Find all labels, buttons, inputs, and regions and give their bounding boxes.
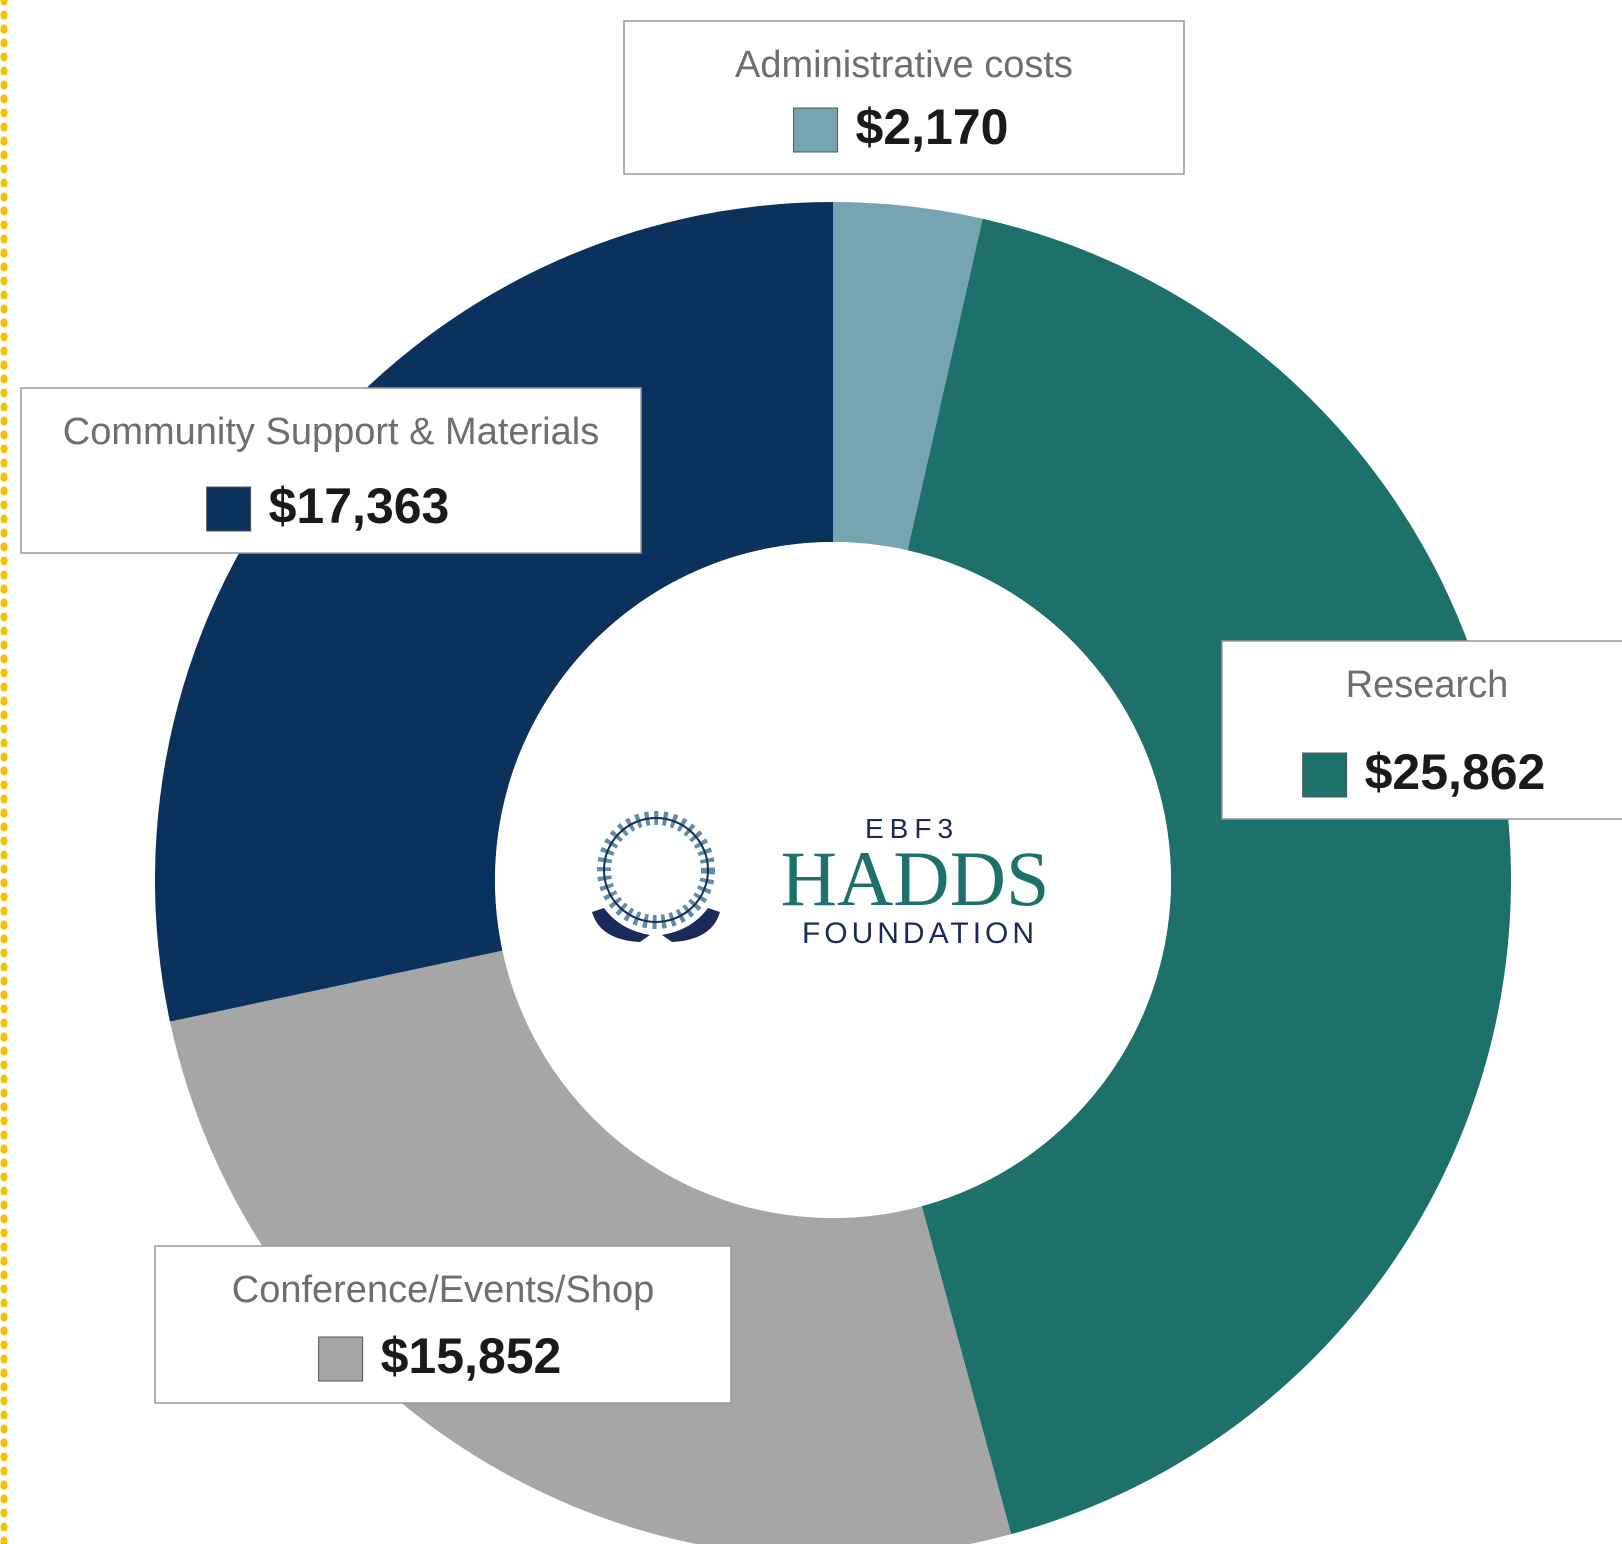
label-box	[623, 20, 1185, 175]
label-box	[20, 387, 642, 554]
slice	[907, 218, 1512, 1535]
legend-swatch	[1302, 752, 1348, 798]
category-label: Research	[1346, 664, 1509, 706]
label-box	[1221, 640, 1622, 820]
value-label: $17,363	[269, 478, 450, 534]
logo: EBF3 HADDS FOUNDATION	[592, 811, 1050, 950]
legend-swatch	[793, 107, 839, 153]
label-box	[154, 1245, 732, 1404]
legend-swatch	[206, 486, 252, 532]
slice	[154, 202, 833, 1022]
logo-ring-line	[603, 817, 709, 923]
logo-text: EBF3	[865, 813, 959, 844]
labels: Administrative costs $2,170 Research $25,86…	[20, 20, 1622, 1404]
logo-hand	[662, 908, 720, 942]
value-label: $15,852	[381, 1328, 562, 1384]
slice	[833, 202, 983, 551]
category-label: Community Support & Materials	[63, 411, 599, 453]
category-label: Administrative costs	[735, 44, 1073, 86]
value-label: $2,170	[856, 99, 1009, 155]
donut-hole	[495, 542, 1171, 1218]
logo-text: FOUNDATION	[802, 917, 1038, 950]
logo-text: HADDS	[781, 835, 1050, 922]
value-label: $25,862	[1365, 744, 1546, 800]
logo-hand	[592, 908, 650, 942]
category-label: Conference/Events/Shop	[232, 1269, 655, 1311]
legend-swatch	[318, 1336, 364, 1382]
